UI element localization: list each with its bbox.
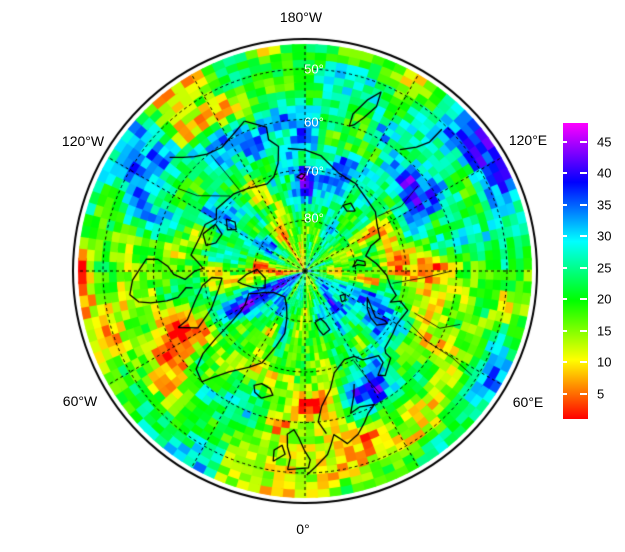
colorbar-tick-label: 10 (597, 354, 612, 370)
lon-label-60e: 60°E (512, 394, 544, 410)
colorbar-gradient (563, 123, 588, 419)
colorbar-tick (559, 235, 567, 238)
lon-label-120w: 120°W (61, 133, 105, 149)
colorbar-tick-label: 30 (597, 228, 612, 244)
lon-label-60w: 60°W (62, 393, 98, 409)
colorbar-tick (580, 361, 587, 364)
colorbar-tick (559, 392, 567, 395)
colorbar-tick (559, 140, 567, 143)
colorbar-tick (559, 203, 567, 206)
colorbar-tick (580, 172, 587, 175)
colorbar-tick (559, 361, 567, 364)
colorbar-tick-label: 25 (597, 260, 612, 276)
colorbar-tick-label: 20 (597, 291, 612, 307)
lat-label-80: 80° (304, 210, 324, 226)
colorbar-tick (559, 329, 567, 332)
colorbar-tick (580, 392, 587, 395)
lat-label-70: 70° (304, 163, 324, 179)
colorbar-tick-label: 40 (597, 165, 612, 181)
colorbar-tick (559, 298, 567, 301)
colorbar-tick (580, 203, 587, 206)
colorbar-tick-label: 5 (597, 386, 605, 402)
lat-label-60: 60° (304, 114, 324, 130)
colorbar-tick (559, 266, 567, 269)
colorbar-tick (580, 329, 587, 332)
colorbar-tick-label: 15 (597, 323, 612, 339)
colorbar-tick (580, 140, 587, 143)
colorbar (559, 123, 588, 419)
colorbar-tick (559, 172, 567, 175)
lon-label-0: 0° (296, 521, 310, 537)
colorbar-tick (580, 235, 587, 238)
lon-label-180w: 180°W (279, 9, 323, 25)
colorbar-tick (580, 266, 587, 269)
colorbar-tick-label: 35 (597, 197, 612, 213)
colorbar-tick-label: 45 (597, 134, 612, 150)
lat-label-50: 50° (304, 61, 324, 77)
lon-label-120e: 120°E (508, 132, 548, 148)
colorbar-tick (580, 298, 587, 301)
